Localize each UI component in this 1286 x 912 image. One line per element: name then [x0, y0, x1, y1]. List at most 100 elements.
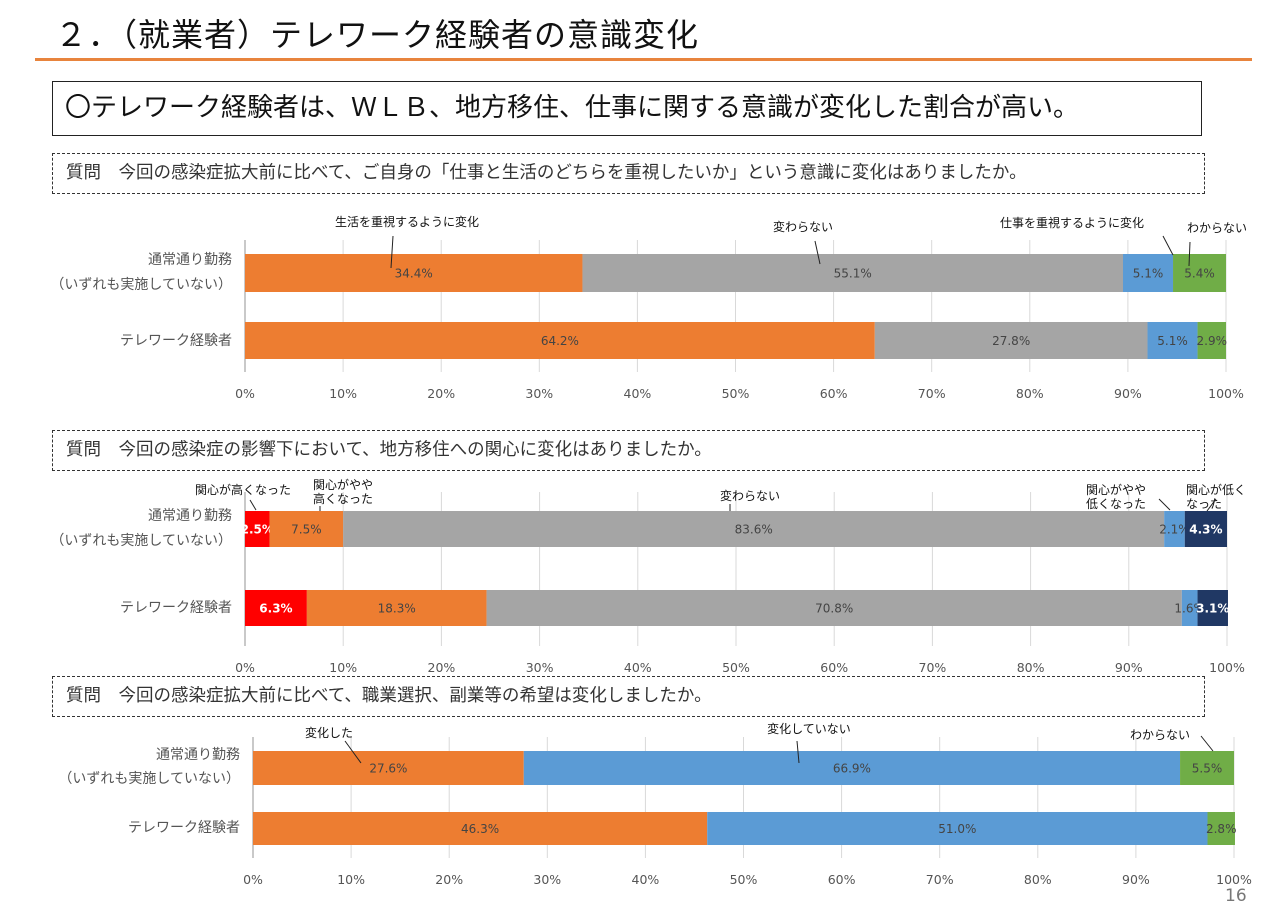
bar-segment-0-0-0 — [245, 254, 583, 292]
bar-segment-0-1-0 — [245, 322, 875, 359]
x-tick-label-2-2: 20% — [435, 872, 463, 887]
row-label-1-0-0: 通常通り勤務 — [148, 508, 232, 524]
x-tick-label-2-3: 30% — [533, 872, 561, 887]
data-label-0-1-0: 64.2% — [541, 334, 579, 348]
bar-segment-2-0-0 — [253, 751, 524, 785]
data-label-0-0-3: 5.4% — [1184, 267, 1215, 281]
bar-segment-0-0-1 — [582, 254, 1123, 292]
legend-callout-1-2-0: 変わらない — [720, 488, 780, 503]
data-label-0-1-3: 2.9% — [1197, 334, 1228, 348]
data-label-2-1-2: 2.8% — [1206, 822, 1237, 836]
bar-segment-1-0-2 — [343, 511, 1165, 547]
x-tick-label-1-0: 0% — [235, 660, 255, 675]
x-tick-label-0-5: 50% — [722, 386, 750, 401]
data-label-0-0-0: 34.4% — [395, 267, 433, 281]
title-underline — [35, 58, 1252, 61]
data-label-2-0-1: 66.9% — [833, 762, 871, 776]
data-label-1-1-4: 3.1% — [1196, 602, 1229, 616]
bar-segment-2-0-2 — [1180, 751, 1234, 785]
data-label-2-0-0: 27.6% — [369, 762, 407, 776]
x-tick-label-0-9: 90% — [1114, 386, 1142, 401]
bar-segment-0-0-2 — [1122, 254, 1174, 292]
callout-leader-line-0-2 — [1162, 235, 1174, 256]
bar-segment-1-1-2 — [486, 590, 1182, 626]
x-tick-label-1-5: 50% — [722, 660, 750, 675]
bar-segment-0-1-3 — [1197, 322, 1226, 359]
data-label-2-1-0: 46.3% — [461, 822, 499, 836]
bar-segment-2-1-0 — [253, 812, 708, 845]
bar-segment-0-0-3 — [1173, 254, 1226, 292]
bar-segment-1-0-0 — [245, 511, 270, 547]
row-label-1-1-0: テレワーク経験者 — [120, 600, 232, 616]
x-tick-label-0-6: 60% — [820, 386, 848, 401]
x-tick-label-0-8: 80% — [1016, 386, 1044, 401]
row-label-0-1-0: テレワーク経験者 — [120, 333, 232, 349]
legend-callout-0-0-0: 生活を重視するように変化 — [335, 214, 479, 229]
callout-leader-line-2-0 — [344, 740, 362, 764]
x-tick-label-1-2: 20% — [428, 660, 456, 675]
bar-segment-1-1-0 — [245, 590, 307, 626]
question-box-career: 質問 今回の感染症拡大前に比べて、職業選択、副業等の希望は変化しましたか。 — [52, 676, 1205, 717]
x-tick-label-0-10: 100% — [1208, 386, 1244, 401]
data-label-2-0-2: 5.5% — [1192, 762, 1223, 776]
data-label-0-1-2: 5.1% — [1157, 334, 1188, 348]
x-tick-label-1-8: 80% — [1017, 660, 1045, 675]
x-tick-label-1-3: 30% — [526, 660, 554, 675]
x-tick-label-0-1: 10% — [329, 386, 357, 401]
row-label-2-0-0: 通常通り勤務 — [156, 747, 240, 763]
row-label-2-1-0: テレワーク経験者 — [128, 820, 240, 836]
bar-segment-2-1-1 — [707, 812, 1208, 845]
data-label-1-1-0: 6.3% — [259, 602, 292, 616]
x-tick-label-0-7: 70% — [918, 386, 946, 401]
data-label-1-0-1: 7.5% — [291, 523, 322, 537]
data-label-1-0-2: 83.6% — [735, 523, 773, 537]
x-tick-label-1-9: 90% — [1115, 660, 1143, 675]
bar-segment-1-0-3 — [1164, 511, 1185, 547]
x-tick-label-2-1: 10% — [337, 872, 365, 887]
data-label-1-1-2: 70.8% — [815, 602, 853, 616]
row-label-0-0-1: （いずれも実施していない） — [50, 277, 232, 293]
callout-leader-line-2-1 — [796, 740, 800, 764]
x-tick-label-2-6: 60% — [828, 872, 856, 887]
data-label-1-0-3: 2.1% — [1159, 523, 1190, 537]
data-label-0-1-1: 27.8% — [992, 334, 1030, 348]
legend-callout-0-1-0: 変わらない — [773, 219, 833, 234]
callout-leader-line-2-2 — [1200, 735, 1214, 752]
legend-callout-1-0-0: 関心が高くなった — [195, 482, 291, 497]
conclusion-box: 〇テレワーク経験者は、ＷＬＢ、地方移住、仕事に関する意識が変化した割合が高い。 — [52, 81, 1202, 136]
x-tick-label-0-3: 30% — [525, 386, 553, 401]
callout-leader-line-1-4 — [1206, 498, 1217, 512]
legend-callout-2-0-0: 変化した — [305, 725, 353, 740]
bar-segment-1-1-3 — [1181, 590, 1198, 626]
x-tick-label-2-9: 90% — [1122, 872, 1150, 887]
x-tick-label-1-10: 100% — [1209, 660, 1245, 675]
x-tick-label-2-10: 100% — [1216, 872, 1252, 887]
x-tick-label-2-4: 40% — [632, 872, 660, 887]
data-label-1-1-1: 18.3% — [378, 602, 416, 616]
page-number: 16 — [1225, 886, 1247, 906]
x-tick-label-2-8: 80% — [1024, 872, 1052, 887]
x-tick-label-2-7: 70% — [926, 872, 954, 887]
bar-segment-1-1-1 — [306, 590, 487, 626]
x-tick-label-1-1: 10% — [329, 660, 357, 675]
x-tick-label-2-0: 0% — [243, 872, 263, 887]
bar-segment-1-1-4 — [1197, 590, 1228, 626]
bar-segment-0-1-1 — [874, 322, 1148, 359]
bar-segment-1-0-1 — [269, 511, 344, 547]
legend-callout-1-3-1: 低くなった — [1086, 497, 1146, 511]
legend-callout-1-4-0: 関心が低く — [1186, 482, 1246, 497]
x-tick-label-1-7: 70% — [919, 660, 947, 675]
legend-callout-0-3-0: わからない — [1187, 221, 1247, 235]
page-title: ２．（就業者）テレワーク経験者の意識変化 — [55, 16, 700, 54]
callout-leader-line-0-0 — [390, 235, 394, 269]
x-tick-label-2-5: 50% — [730, 872, 758, 887]
legend-callout-1-3-0: 関心がやや — [1086, 482, 1146, 497]
row-label-2-0-1: （いずれも実施していない） — [58, 771, 240, 787]
x-tick-label-1-4: 40% — [624, 660, 652, 675]
legend-callout-0-2-0: 仕事を重視するように変化 — [1000, 215, 1144, 230]
bar-segment-1-0-4 — [1184, 511, 1227, 547]
x-tick-label-0-4: 40% — [624, 386, 652, 401]
data-label-1-0-4: 4.3% — [1189, 523, 1222, 537]
data-label-1-1-3: 1.6% — [1174, 602, 1205, 616]
